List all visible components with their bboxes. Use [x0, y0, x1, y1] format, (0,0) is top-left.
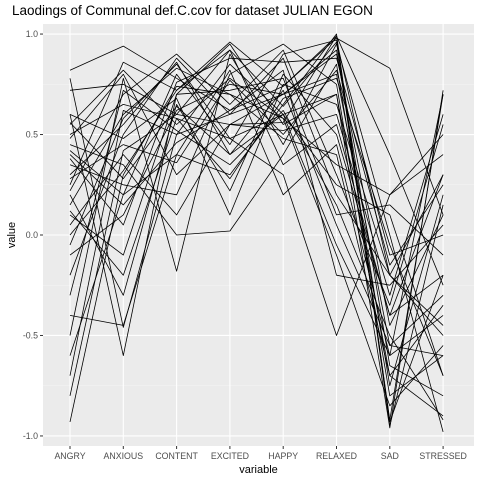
y-tick-label: 1.0 — [26, 29, 38, 39]
y-tick-label: 0.5 — [26, 130, 38, 140]
y-tick-label: -1.0 — [23, 431, 38, 441]
y-tick-label: -0.5 — [23, 330, 38, 340]
series-line — [69, 83, 444, 276]
series-line — [69, 69, 444, 196]
major-gridlines — [43, 24, 474, 446]
series-line — [69, 63, 444, 377]
series-line — [69, 85, 444, 422]
series-lines — [69, 33, 444, 433]
x-tick-label: STRESSED — [419, 451, 466, 461]
x-tick-label: RELAXED — [316, 451, 357, 461]
y-axis-ticks: -1.0 -0.5 0.0 0.5 1.0 — [23, 29, 43, 441]
y-tick-label: 0.0 — [26, 230, 38, 240]
series-line — [69, 57, 444, 256]
series-line — [69, 35, 444, 286]
series-line — [69, 69, 444, 286]
x-tick-label: CONTENT — [155, 451, 198, 461]
series-line — [69, 69, 444, 266]
series-line — [69, 43, 444, 433]
series-line — [69, 77, 444, 256]
x-tick-label: SAD — [381, 451, 399, 461]
y-axis-title: value — [6, 222, 18, 248]
series-line — [69, 33, 444, 423]
x-tick-label: EXCITED — [211, 451, 249, 461]
chart-title: Laodings of Communal def.C.cov for datas… — [12, 3, 373, 18]
series-line — [69, 53, 444, 396]
series-line — [69, 63, 444, 387]
x-tick-label: HAPPY — [268, 451, 298, 461]
series-line — [69, 35, 444, 427]
series-line — [69, 114, 444, 296]
series-line — [69, 57, 444, 346]
series-line — [69, 57, 444, 328]
x-axis-ticks: ANGRY ANXIOUS CONTENT EXCITED HAPPY RELAXED SA… — [54, 446, 467, 461]
series-line — [69, 69, 444, 357]
x-axis-title: variable — [239, 464, 278, 476]
series-line — [69, 89, 444, 356]
series-line — [69, 67, 444, 407]
series-line — [69, 43, 444, 397]
series-line — [69, 89, 444, 421]
x-tick-label: ANGRY — [54, 451, 85, 461]
series-line — [69, 77, 444, 376]
x-tick-label: ANXIOUS — [103, 451, 143, 461]
